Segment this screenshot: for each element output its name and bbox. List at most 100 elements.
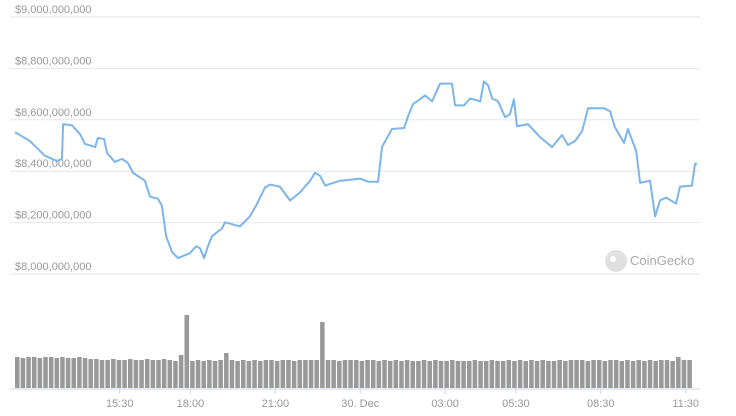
volume-bar xyxy=(517,360,523,388)
volume-bar xyxy=(540,360,545,388)
volume-bar xyxy=(178,355,184,388)
volume-bar xyxy=(99,360,105,388)
volume-bar xyxy=(670,361,675,388)
volume-bar xyxy=(342,360,348,388)
volume-bar xyxy=(642,361,647,388)
volume-bar xyxy=(139,360,144,388)
volume-bar xyxy=(382,360,387,388)
volume-bar xyxy=(105,360,110,388)
y-tick-label: $8,200,000,000 xyxy=(15,210,91,222)
x-tick-label: 30. Dec xyxy=(341,398,379,410)
volume-bar xyxy=(359,361,365,388)
volume-bar xyxy=(687,360,692,388)
volume-bar xyxy=(546,361,551,388)
volume-bar xyxy=(574,360,579,388)
volume-bar xyxy=(252,360,257,388)
volume-bar xyxy=(585,361,591,388)
x-tick-label: 05:30 xyxy=(502,398,530,410)
watermark-logo xyxy=(605,250,627,272)
volume-bar xyxy=(167,360,173,388)
volume-bar xyxy=(427,361,432,388)
volume-bar xyxy=(37,358,43,388)
volume-bar xyxy=(229,360,235,388)
volume-bar xyxy=(365,360,370,388)
volume-bar xyxy=(54,358,60,388)
volume-bar xyxy=(630,361,636,388)
volume-bar xyxy=(580,360,585,388)
volume-bar xyxy=(337,361,342,388)
volume-bar xyxy=(602,361,608,388)
volume-bar xyxy=(207,360,212,388)
price-line xyxy=(14,80,697,260)
volume-bar xyxy=(111,359,116,388)
y-tick-label: $8,000,000,000 xyxy=(15,261,91,273)
volume-bar xyxy=(444,361,449,388)
y-tick-label: $8,600,000,000 xyxy=(15,107,91,119)
volume-bar xyxy=(94,359,99,388)
volume-bar xyxy=(190,361,195,388)
volume-bar xyxy=(461,361,466,388)
volume-bar xyxy=(257,361,263,388)
volume-bar xyxy=(173,361,178,388)
volume-bar xyxy=(529,360,534,388)
volume-bar xyxy=(325,360,331,388)
volume-bar xyxy=(77,357,82,388)
volume-bar xyxy=(653,361,658,388)
volume-bar xyxy=(161,359,167,388)
volume-bar xyxy=(224,353,229,388)
volume-bar xyxy=(320,322,325,388)
y-tick-label: $8,400,000,000 xyxy=(15,158,91,170)
volume-bar xyxy=(241,360,246,388)
volume-bar xyxy=(393,360,399,388)
volume-bar xyxy=(478,361,483,388)
volume-bar xyxy=(676,357,681,388)
volume-bar xyxy=(433,360,438,388)
volume-bar xyxy=(512,361,517,388)
volume-bar xyxy=(280,360,286,388)
volume-bar xyxy=(65,358,71,388)
volume-bar xyxy=(286,360,291,388)
watermark-logo-eye xyxy=(610,256,616,262)
volume-bar xyxy=(421,360,427,388)
volume-bar xyxy=(71,358,77,388)
volume-bar xyxy=(31,357,37,388)
volume-bar xyxy=(60,357,65,388)
volume-bar xyxy=(681,360,687,388)
volume-bar xyxy=(370,360,376,388)
x-tick-label: 03:00 xyxy=(431,398,459,410)
volume-bar xyxy=(195,360,201,388)
volume-bar xyxy=(489,360,495,388)
volume-bar xyxy=(303,360,308,388)
volume-bar xyxy=(348,360,353,388)
volume-bar xyxy=(399,361,404,388)
volume-bar xyxy=(15,357,20,388)
volume-bar xyxy=(212,361,218,388)
volume-bar xyxy=(387,361,393,388)
volume-bar xyxy=(591,360,596,388)
volume-bar xyxy=(557,360,562,388)
volume-bar xyxy=(150,360,156,388)
volume-bar xyxy=(314,360,319,388)
volume-bar xyxy=(116,360,122,388)
volume-bar xyxy=(218,360,223,388)
volume-bar xyxy=(291,361,297,388)
y-tick-label: $9,000,000,000 xyxy=(15,4,91,16)
volume-bar xyxy=(269,360,274,388)
volume-bar xyxy=(82,358,88,388)
volume-bar xyxy=(551,361,557,388)
volume-bar xyxy=(608,360,613,388)
volume-bar xyxy=(331,360,336,388)
x-tick-label: 21:00 xyxy=(262,398,290,410)
volume-bar xyxy=(308,360,314,388)
volume-bar xyxy=(48,357,54,388)
volume-bar xyxy=(438,361,444,388)
volume-bar xyxy=(664,360,670,388)
volume-bar xyxy=(647,360,653,388)
volume-bar xyxy=(467,361,472,388)
volume-bar xyxy=(184,315,190,388)
volume-bar xyxy=(619,361,625,388)
volume-bar xyxy=(404,360,410,388)
y-tick-label: $8,800,000,000 xyxy=(15,55,91,67)
volume-bar xyxy=(410,361,416,388)
